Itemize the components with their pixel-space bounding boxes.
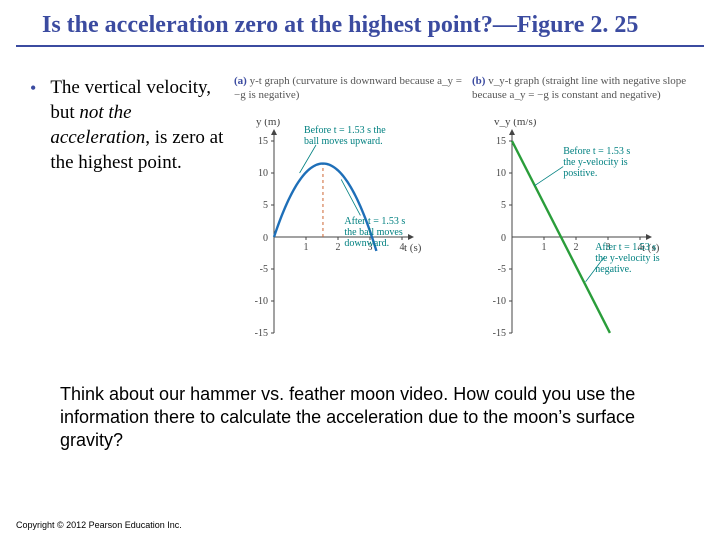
figure-a-caption: (a) y-t graph (curvature is downward bec…	[234, 75, 466, 115]
svg-text:t (s): t (s)	[404, 242, 422, 254]
svg-text:15: 15	[258, 136, 268, 147]
svg-text:v_y (m/s): v_y (m/s)	[494, 119, 537, 128]
bullet-text: The vertical velocity, but not the accel…	[50, 75, 230, 359]
svg-text:1: 1	[304, 242, 309, 253]
figure-a-label: (a)	[234, 75, 247, 87]
svg-text:1: 1	[542, 242, 547, 253]
svg-text:-15: -15	[255, 328, 268, 339]
page-title: Is the acceleration zero at the highest …	[16, 0, 704, 47]
figure-b-caption: (b) v_y-t graph (straight line with nega…	[472, 75, 704, 115]
svg-text:y (m): y (m)	[256, 119, 280, 128]
svg-text:10: 10	[258, 168, 268, 179]
svg-text:After t = 1.53 sthe y-velocity: After t = 1.53 sthe y-velocity isnegativ…	[595, 242, 660, 275]
svg-text:2: 2	[336, 242, 341, 253]
svg-text:-10: -10	[255, 296, 268, 307]
svg-text:After t = 1.53 sthe ball moves: After t = 1.53 sthe ball movesdownward.	[344, 216, 405, 249]
figure-b-label: (b)	[472, 75, 485, 87]
content-row: • The vertical velocity, but not the acc…	[0, 47, 720, 367]
chart-a: -15-10-55101512340y (m)t (s)Before t = 1…	[234, 119, 464, 359]
svg-text:2: 2	[574, 242, 579, 253]
figures: (a) y-t graph (curvature is downward bec…	[230, 75, 704, 359]
svg-text:5: 5	[501, 200, 506, 211]
figure-a-caption-text: y-t graph (curvature is downward because…	[234, 75, 462, 101]
svg-text:5: 5	[263, 200, 268, 211]
svg-text:-5: -5	[260, 264, 268, 275]
bullet-item: • The vertical velocity, but not the acc…	[30, 75, 230, 359]
bullet-marker: •	[30, 75, 50, 359]
svg-text:Before t = 1.53 s theball move: Before t = 1.53 s theball moves upward.	[304, 125, 386, 147]
svg-text:-15: -15	[493, 328, 506, 339]
figure-b-caption-text: v_y-t graph (straight line with negative…	[472, 75, 686, 101]
svg-text:Before t = 1.53 sthe y-velocit: Before t = 1.53 sthe y-velocity ispositi…	[563, 146, 630, 179]
svg-text:-10: -10	[493, 296, 506, 307]
bottom-paragraph: Think about our hammer vs. feather moon …	[0, 367, 720, 452]
svg-text:0: 0	[501, 233, 506, 244]
svg-text:0: 0	[263, 233, 268, 244]
figure-b: (b) v_y-t graph (straight line with nega…	[472, 75, 704, 359]
chart-b: -15-10-55101512340v_y (m/s)t (s)Before t…	[472, 119, 702, 359]
svg-text:10: 10	[496, 168, 506, 179]
figure-a: (a) y-t graph (curvature is downward bec…	[234, 75, 466, 359]
svg-text:15: 15	[496, 136, 506, 147]
copyright: Copyright © 2012 Pearson Education Inc.	[16, 520, 182, 530]
svg-text:-5: -5	[498, 264, 506, 275]
